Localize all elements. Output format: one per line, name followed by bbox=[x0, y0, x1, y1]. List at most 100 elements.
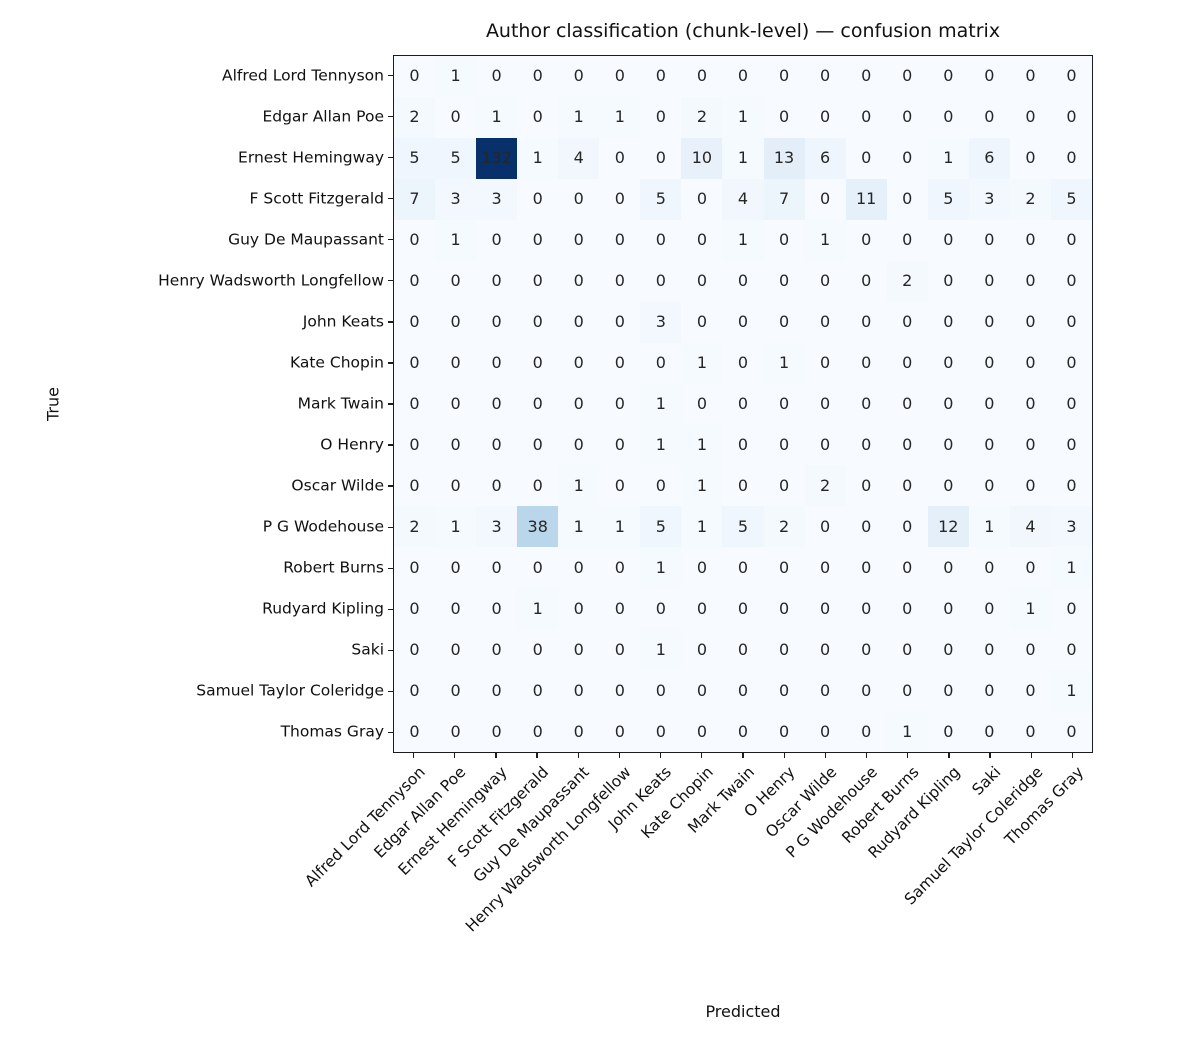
matrix-cell: 0 bbox=[968, 342, 1010, 384]
matrix-cell: 0 bbox=[845, 629, 887, 671]
matrix-cell: 0 bbox=[435, 465, 477, 507]
y-tick-mark bbox=[388, 608, 393, 610]
matrix-cell: 0 bbox=[804, 506, 846, 548]
matrix-cell: 0 bbox=[640, 711, 682, 752]
y-axis-labels: Alfred Lord Tennyson Edgar Allan Poe Ernes… bbox=[0, 55, 384, 753]
matrix-cell: 1 bbox=[722, 137, 764, 179]
y-tick-label: Ernest Hemingway bbox=[238, 148, 384, 167]
matrix-cell: 0 bbox=[599, 670, 641, 712]
y-tick-label: Edgar Allan Poe bbox=[262, 107, 384, 126]
x-tick-mark bbox=[742, 753, 744, 758]
matrix-cell: 0 bbox=[476, 465, 518, 507]
matrix-cell: 0 bbox=[722, 424, 764, 466]
x-tick-mark bbox=[1030, 753, 1032, 758]
matrix-cell: 3 bbox=[968, 178, 1010, 220]
matrix-cell: 0 bbox=[804, 56, 846, 97]
matrix-cell: 0 bbox=[845, 711, 887, 752]
y-tick-label: F Scott Fitzgerald bbox=[249, 189, 384, 208]
matrix-cell: 0 bbox=[394, 670, 436, 712]
matrix-cell: 0 bbox=[845, 137, 887, 179]
y-tick-mark bbox=[388, 403, 393, 405]
matrix-cell: 0 bbox=[968, 424, 1010, 466]
matrix-cell: 0 bbox=[681, 301, 723, 343]
matrix-cell: 0 bbox=[640, 96, 682, 138]
matrix-cell: 0 bbox=[804, 588, 846, 630]
matrix-cell: 0 bbox=[640, 56, 682, 97]
matrix-cell: 0 bbox=[722, 383, 764, 425]
matrix-cell: 4 bbox=[1009, 506, 1051, 548]
matrix-cell: 0 bbox=[804, 629, 846, 671]
matrix-cell: 1 bbox=[517, 137, 559, 179]
matrix-cell: 0 bbox=[1050, 56, 1092, 97]
matrix-cell: 0 bbox=[476, 219, 518, 261]
matrix-cell: 0 bbox=[476, 383, 518, 425]
y-tick-label: John Keats bbox=[302, 312, 384, 331]
y-tick-mark bbox=[388, 526, 393, 528]
matrix-cell: 0 bbox=[886, 342, 928, 384]
matrix-cell: 1 bbox=[435, 219, 477, 261]
matrix-cell: 0 bbox=[394, 629, 436, 671]
matrix-cell: 0 bbox=[845, 96, 887, 138]
matrix-cell: 0 bbox=[763, 219, 805, 261]
matrix-cell: 0 bbox=[517, 96, 559, 138]
y-tick-label: Rudyard Kipling bbox=[262, 599, 384, 618]
matrix-cell: 0 bbox=[599, 137, 641, 179]
matrix-cell: 0 bbox=[476, 301, 518, 343]
matrix-cell: 0 bbox=[722, 301, 764, 343]
matrix-cell: 5 bbox=[640, 178, 682, 220]
matrix-cell: 0 bbox=[394, 711, 436, 752]
matrix-cell: 1 bbox=[722, 96, 764, 138]
y-tick-mark bbox=[388, 731, 393, 734]
matrix-cell: 0 bbox=[1050, 137, 1092, 179]
x-tick-mark bbox=[495, 753, 497, 758]
matrix-cell: 0 bbox=[968, 547, 1010, 589]
matrix-cell: 0 bbox=[927, 96, 969, 138]
matrix-cell: 0 bbox=[681, 383, 723, 425]
matrix-cell: 0 bbox=[886, 465, 928, 507]
matrix-cell: 0 bbox=[517, 56, 559, 97]
matrix-cell: 0 bbox=[435, 96, 477, 138]
matrix-cell: 0 bbox=[968, 588, 1010, 630]
matrix-cell: 0 bbox=[640, 137, 682, 179]
matrix-cell: 0 bbox=[845, 506, 887, 548]
matrix-cell: 1 bbox=[558, 96, 600, 138]
matrix-cell: 0 bbox=[722, 547, 764, 589]
matrix-cell: 0 bbox=[886, 56, 928, 97]
matrix-cell: 0 bbox=[763, 670, 805, 712]
matrix-cell: 4 bbox=[722, 178, 764, 220]
y-tick-label: Kate Chopin bbox=[289, 353, 384, 372]
matrix-cell: 0 bbox=[681, 219, 723, 261]
matrix-cell: 0 bbox=[558, 629, 600, 671]
y-tick-mark bbox=[388, 239, 393, 241]
matrix-cell: 0 bbox=[886, 670, 928, 712]
matrix-cell: 1 bbox=[476, 96, 518, 138]
matrix-cell: 0 bbox=[435, 260, 477, 302]
x-tick-mark bbox=[824, 753, 826, 758]
matrix-cell: 1 bbox=[968, 506, 1010, 548]
y-tick-label: Saki bbox=[351, 640, 384, 659]
matrix-cell: 1 bbox=[640, 629, 682, 671]
matrix-cell: 0 bbox=[394, 56, 436, 97]
x-tick-mark bbox=[412, 753, 415, 758]
matrix-cell: 0 bbox=[394, 424, 436, 466]
matrix-cell: 1 bbox=[640, 547, 682, 589]
matrix-cell: 0 bbox=[599, 424, 641, 466]
matrix-cell: 0 bbox=[968, 383, 1010, 425]
matrix-cell: 6 bbox=[968, 137, 1010, 179]
matrix-cell: 0 bbox=[804, 547, 846, 589]
matrix-cell: 0 bbox=[599, 178, 641, 220]
matrix-cell: 0 bbox=[517, 260, 559, 302]
matrix-cell: 0 bbox=[517, 219, 559, 261]
matrix-cell: 0 bbox=[435, 424, 477, 466]
matrix-cell: 0 bbox=[558, 301, 600, 343]
matrix-cell: 0 bbox=[476, 56, 518, 97]
matrix-cell: 5 bbox=[394, 137, 436, 179]
matrix-cell: 0 bbox=[1009, 424, 1051, 466]
matrix-cell: 0 bbox=[1050, 260, 1092, 302]
matrix-cell: 3 bbox=[476, 506, 518, 548]
x-tick-mark bbox=[989, 753, 991, 758]
matrix-cell: 0 bbox=[804, 301, 846, 343]
matrix-cell: 0 bbox=[763, 465, 805, 507]
matrix-cell: 1 bbox=[640, 424, 682, 466]
matrix-cell: 0 bbox=[394, 260, 436, 302]
